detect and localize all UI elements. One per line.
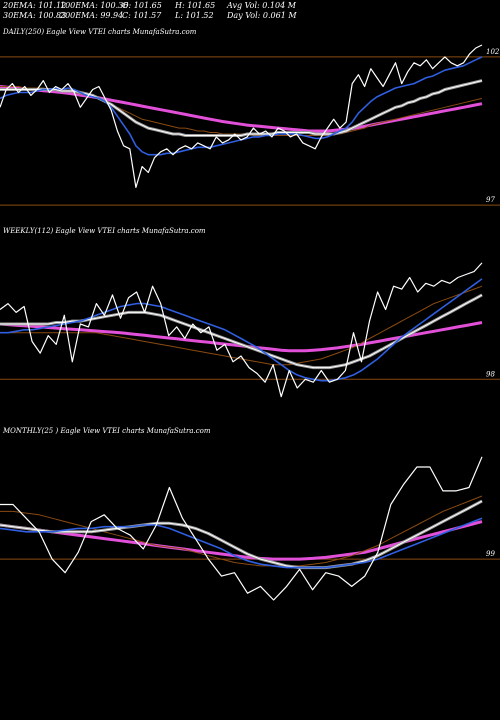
- weekly-ema-200-line: [0, 321, 483, 353]
- daily-ema-200-line: [0, 85, 483, 133]
- ema200-readout: 200EMA: 99.94: [60, 11, 124, 20]
- daily-panel-title: DAILY(250) Eagle View VTEI charts Munafa…: [3, 28, 197, 36]
- weekly-panel-title: WEEKLY(112) Eagle View VTEI charts Munaf…: [3, 227, 206, 235]
- ema30-readout: 30EMA: 100.83: [3, 11, 67, 20]
- weekly-price-line: [0, 262, 483, 398]
- daily-level-label: 97: [486, 196, 495, 204]
- ema20-readout: 20EMA: 101.12: [3, 1, 67, 10]
- weekly-ema-short-line: [0, 278, 483, 382]
- monthly-level-label: 99: [486, 550, 495, 558]
- low-readout: L: 101.52: [175, 11, 214, 20]
- monthly-ema-long-line: [0, 495, 483, 567]
- high-readout: H: 101.65: [175, 1, 216, 10]
- open-readout: O: 101.65: [122, 1, 162, 10]
- day-vol-readout: Day Vol: 0.061 M: [227, 11, 297, 20]
- daily-price-line: [0, 44, 483, 188]
- monthly-price-line: [0, 456, 483, 601]
- daily-level-label: 102: [486, 48, 500, 56]
- close-readout: C: 101.57: [122, 11, 162, 20]
- monthly-panel-title: MONTHLY(25 ) Eagle View VTEI charts Muna…: [3, 427, 211, 435]
- monthly-ema-short-line: [0, 517, 483, 569]
- monthly-ema-mid-line: [0, 500, 483, 569]
- weekly-level-label: 98: [486, 370, 495, 378]
- ema100-readout: 100EMA: 100.36: [60, 1, 129, 10]
- avg-vol-readout: Avg Vol: 0.104 M: [227, 1, 296, 10]
- weekly-ema-long-line: [0, 285, 483, 366]
